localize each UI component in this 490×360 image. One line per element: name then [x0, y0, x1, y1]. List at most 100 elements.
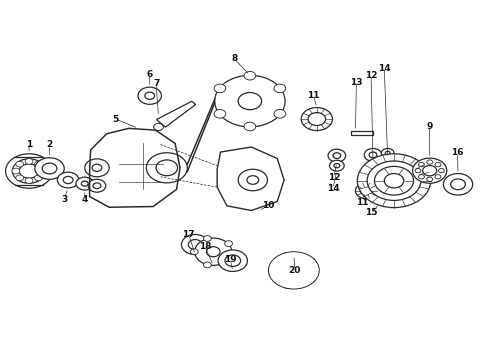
Circle shape	[224, 257, 232, 263]
Circle shape	[374, 166, 414, 195]
Circle shape	[328, 149, 345, 162]
Circle shape	[5, 154, 52, 188]
Circle shape	[283, 282, 292, 288]
Text: 9: 9	[426, 122, 433, 131]
Circle shape	[35, 158, 64, 179]
Circle shape	[12, 159, 46, 183]
Circle shape	[218, 250, 247, 271]
Text: 14: 14	[327, 184, 339, 193]
Circle shape	[360, 186, 372, 195]
Bar	[350, 131, 373, 135]
Circle shape	[154, 123, 163, 131]
Circle shape	[385, 151, 390, 155]
Text: 11: 11	[307, 91, 319, 100]
Circle shape	[247, 176, 259, 184]
Circle shape	[418, 162, 424, 167]
Text: 19: 19	[224, 255, 237, 264]
Circle shape	[214, 109, 226, 118]
Text: 6: 6	[147, 70, 153, 79]
Circle shape	[145, 92, 155, 99]
Circle shape	[147, 153, 187, 183]
Circle shape	[451, 179, 465, 190]
Circle shape	[88, 179, 106, 192]
Text: 2: 2	[47, 140, 53, 149]
Text: 14: 14	[378, 64, 391, 73]
Circle shape	[34, 175, 42, 181]
Circle shape	[423, 166, 437, 176]
Circle shape	[307, 258, 316, 265]
Circle shape	[16, 175, 24, 181]
Circle shape	[76, 177, 94, 190]
Circle shape	[443, 174, 473, 195]
Text: 12: 12	[365, 71, 377, 80]
Circle shape	[269, 267, 277, 274]
Circle shape	[283, 252, 292, 259]
Circle shape	[63, 176, 73, 184]
Circle shape	[334, 163, 340, 168]
Text: 12: 12	[328, 173, 340, 182]
Circle shape	[273, 255, 315, 285]
Text: 4: 4	[81, 194, 88, 203]
Circle shape	[415, 168, 421, 173]
Text: 5: 5	[112, 114, 119, 123]
Circle shape	[34, 161, 42, 167]
Text: 15: 15	[365, 208, 377, 217]
Circle shape	[330, 160, 344, 171]
Text: 11: 11	[356, 198, 368, 207]
Circle shape	[435, 175, 441, 179]
Text: 20: 20	[289, 266, 301, 275]
Circle shape	[85, 159, 109, 177]
Circle shape	[427, 160, 433, 164]
Text: 13: 13	[350, 78, 363, 87]
Circle shape	[224, 241, 232, 247]
Text: 18: 18	[198, 242, 211, 251]
Circle shape	[238, 169, 268, 191]
Circle shape	[274, 84, 286, 93]
Circle shape	[435, 162, 441, 167]
Circle shape	[156, 160, 177, 176]
Text: 17: 17	[182, 230, 195, 239]
Circle shape	[413, 158, 447, 183]
Circle shape	[427, 177, 433, 181]
Circle shape	[381, 148, 394, 158]
Circle shape	[418, 175, 424, 179]
Circle shape	[57, 172, 79, 188]
Circle shape	[439, 168, 444, 173]
Circle shape	[215, 75, 285, 127]
Circle shape	[195, 238, 232, 265]
Circle shape	[138, 87, 161, 104]
Text: 10: 10	[262, 201, 274, 210]
Text: 3: 3	[61, 194, 67, 203]
Circle shape	[191, 249, 198, 255]
Circle shape	[308, 113, 326, 126]
Circle shape	[16, 161, 24, 167]
Text: 8: 8	[231, 54, 237, 63]
Circle shape	[188, 239, 202, 249]
Circle shape	[81, 181, 88, 186]
Circle shape	[181, 234, 209, 255]
Text: 7: 7	[153, 80, 159, 89]
Circle shape	[384, 174, 404, 188]
Circle shape	[244, 71, 256, 80]
Circle shape	[367, 161, 421, 201]
Circle shape	[274, 109, 286, 118]
Circle shape	[357, 154, 431, 208]
Circle shape	[203, 236, 211, 242]
Circle shape	[307, 276, 316, 283]
Circle shape	[92, 164, 102, 171]
Circle shape	[93, 183, 101, 189]
Circle shape	[364, 148, 382, 161]
Circle shape	[286, 265, 302, 276]
Circle shape	[42, 163, 57, 174]
Circle shape	[12, 168, 20, 174]
Circle shape	[225, 255, 241, 266]
Circle shape	[25, 178, 33, 184]
Circle shape	[25, 158, 33, 164]
Text: 1: 1	[26, 140, 32, 149]
Circle shape	[333, 153, 341, 158]
Circle shape	[19, 164, 39, 178]
Circle shape	[238, 93, 262, 110]
Circle shape	[38, 168, 46, 174]
Text: 16: 16	[451, 148, 464, 157]
Circle shape	[369, 152, 377, 158]
